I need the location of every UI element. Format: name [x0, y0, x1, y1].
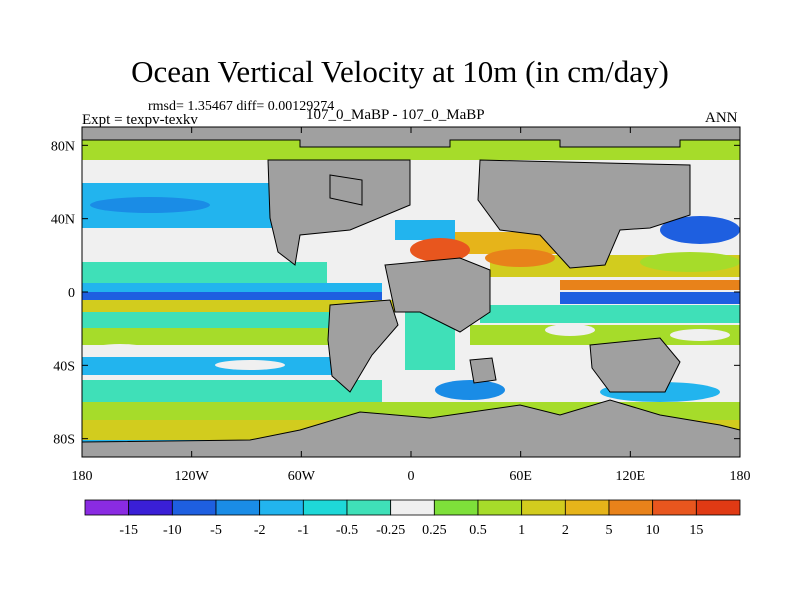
colorbar-swatch [477, 499, 523, 516]
colorbar-label: 15 [689, 523, 703, 538]
colorbar-label: 2 [562, 523, 569, 538]
indian-south-cyan [480, 305, 740, 323]
colorbar-label: -1 [297, 523, 309, 538]
colorbar-label: -0.25 [376, 523, 405, 538]
indian-south-green [470, 325, 740, 345]
y-tick-label: 0 [68, 286, 75, 301]
colorbar-swatch [564, 499, 610, 516]
stats-text: rmsd= 1.35467 diff= 0.00129274 [148, 99, 335, 114]
antarctic-island [469, 357, 497, 384]
colorbar-swatch [346, 499, 392, 516]
season-label: ANN [705, 110, 738, 126]
colorbar-label: -10 [163, 523, 182, 538]
colorbar-label: -5 [210, 523, 222, 538]
colorbar-swatch [302, 499, 348, 516]
colorbar-label: 10 [646, 523, 660, 538]
colorbar-label: -2 [254, 523, 266, 538]
antarctica [82, 399, 740, 457]
south-america [327, 299, 399, 393]
feature-1 [90, 197, 210, 213]
y-tick-label: 40N [51, 213, 75, 228]
feature-7 [90, 344, 150, 356]
colorbar-label: -0.5 [336, 523, 358, 538]
colorbar-label: 0.5 [469, 523, 487, 538]
colorbar-swatch [433, 499, 479, 516]
colorbar: -15 -10 -5 -2 -1 -0.5 -0.25 0.25 0.5 1 2 5 10 15 [84, 499, 741, 538]
southern-ocean-cyan [82, 380, 382, 402]
africa [384, 257, 491, 333]
colorbar-swatch [521, 499, 566, 516]
y-tick-label: 80S [53, 433, 75, 448]
land-top [82, 127, 740, 148]
x-tick-label: 60W [288, 469, 316, 484]
y-axis: 80N 40N 0 40S 80S [51, 139, 740, 448]
pacific-south-cyan [82, 312, 332, 330]
colorbar-swatch [390, 499, 435, 516]
colorbar-swatch [652, 499, 697, 516]
x-tick-label: 120E [616, 469, 646, 484]
feature-5 [435, 380, 505, 400]
australia [589, 337, 681, 393]
feature-12 [485, 249, 555, 267]
colorbar-swatch [695, 499, 741, 516]
chart-title: Ocean Vertical Velocity at 10m (in cm/da… [131, 54, 669, 89]
colorbar-swatch [608, 499, 654, 516]
colorbar-label: 1 [518, 523, 525, 538]
x-tick-label: 60E [509, 469, 532, 484]
x-tick-label: 120W [175, 469, 210, 484]
colorbar-label: 5 [606, 523, 613, 538]
greenland [329, 174, 363, 206]
pacific-south-yellow [82, 300, 402, 312]
land-masses [82, 127, 740, 457]
pacific-equator-blue [82, 292, 382, 301]
feature-10 [670, 329, 730, 341]
period-label: 107_0_MaBP - 107_0_MaBP [306, 107, 485, 123]
x-tick-label: 0 [408, 469, 415, 484]
colorbar-swatch [128, 499, 173, 516]
y-tick-label: 40S [53, 359, 75, 374]
west-pacific-blue [560, 292, 740, 304]
x-tick-label: 180 [72, 469, 93, 484]
feature-11 [410, 238, 470, 262]
feature-2 [190, 238, 270, 258]
west-pacific-orange [560, 280, 740, 290]
colorbar-swatch [171, 499, 217, 516]
pacific-south-green [82, 328, 332, 348]
feature-4 [640, 252, 740, 272]
feature-9 [545, 324, 595, 336]
south-pacific-cyan [82, 357, 342, 375]
north-america [267, 159, 411, 266]
feature-3 [660, 216, 740, 244]
x-axis: 180 120W 60W 0 60E 120E 180 [72, 127, 751, 484]
colorbar-label: -15 [119, 523, 138, 538]
colorbar-swatch [259, 499, 304, 516]
eurasia [477, 159, 691, 269]
experiment-label: Expt = texpv-texkv [82, 112, 198, 128]
tethys-orange [440, 232, 560, 254]
colorbar-swatch [215, 499, 261, 516]
map-field [82, 127, 740, 457]
feature-8 [215, 360, 285, 370]
north-atlantic-cyan [395, 220, 455, 240]
colorbar-swatch [84, 499, 130, 516]
colorbar-label: 0.25 [422, 523, 447, 538]
y-tick-label: 80N [51, 139, 75, 154]
x-tick-label: 180 [730, 469, 751, 484]
